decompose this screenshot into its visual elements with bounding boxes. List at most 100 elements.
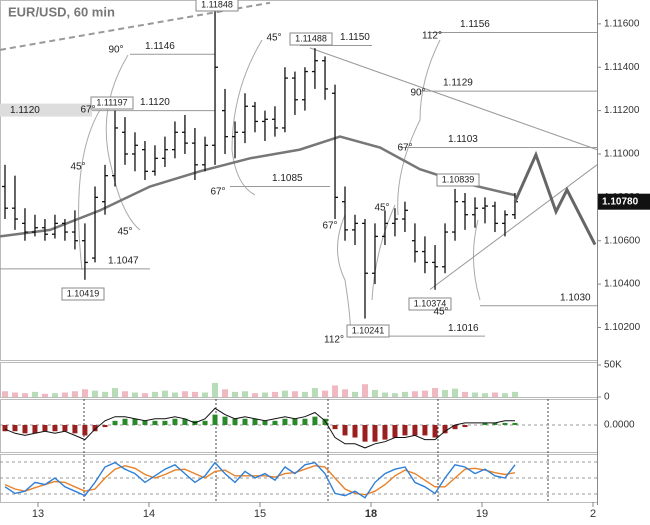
macd-bar <box>182 418 188 425</box>
level-label: 1.1150 <box>340 32 370 43</box>
macd-bar <box>302 418 308 425</box>
volume-bar <box>251 393 258 397</box>
volume-bar <box>121 391 128 397</box>
macd-bar <box>362 425 368 442</box>
macd-bar <box>82 425 88 436</box>
extreme-box <box>90 96 134 110</box>
trend-line <box>429 164 598 290</box>
volume-bar <box>232 391 239 397</box>
volume-bar <box>472 392 479 397</box>
volume-bar <box>301 391 308 397</box>
volume-bar <box>432 388 439 397</box>
volume-tick-label: 0 <box>604 392 610 403</box>
volume-bar <box>291 391 298 397</box>
angle-label: 45° <box>70 162 85 173</box>
volume-bar <box>311 388 318 397</box>
macd-bar <box>312 416 318 425</box>
macd-bar <box>292 418 298 425</box>
extreme-box <box>346 324 390 338</box>
macd-bar <box>372 425 378 442</box>
volume-bar <box>322 390 329 397</box>
macd-bar <box>482 422 488 425</box>
extreme-box <box>61 287 105 301</box>
angle-label: 67° <box>80 105 95 116</box>
volume-bar <box>141 393 148 397</box>
macd-bar <box>402 425 408 436</box>
volume-bar <box>381 392 388 397</box>
volume-bar <box>491 392 498 397</box>
macd-bar <box>132 418 138 425</box>
volume-bar <box>462 391 469 397</box>
macd-bar <box>202 420 208 425</box>
volume-bar <box>1 391 8 397</box>
volume-bar <box>21 393 28 397</box>
volume-bar <box>261 392 268 397</box>
y-tick-label: 1.11400 <box>604 62 640 73</box>
arc <box>371 204 396 301</box>
macd-bar <box>32 425 38 434</box>
macd-bar <box>432 425 438 438</box>
volume-bar <box>342 389 349 397</box>
level-label: 1.1030 <box>560 292 591 303</box>
angle-label: 112° <box>422 31 442 42</box>
y-tick-label: 1.11600 <box>604 18 640 29</box>
macd-bar <box>152 420 158 425</box>
volume-bar <box>361 384 368 397</box>
volume-bar <box>421 390 428 397</box>
left-label-box <box>0 103 92 117</box>
volume-bar <box>222 389 229 397</box>
level-label: 1.1120 <box>140 97 170 108</box>
extreme-box <box>408 297 452 311</box>
volume-bar <box>161 390 168 397</box>
macd-bar <box>502 422 508 425</box>
macd-bar <box>322 418 328 425</box>
angle-label: 67° <box>210 187 225 198</box>
angle-label: 45° <box>117 227 132 238</box>
volume-bar <box>171 392 178 397</box>
volume-bar <box>452 388 459 397</box>
volume-bar <box>191 391 198 397</box>
macd-line <box>4 407 515 449</box>
volume-bar <box>271 391 278 397</box>
trend-line <box>309 47 598 151</box>
volume-bar <box>511 391 518 397</box>
macd-bar <box>102 425 108 428</box>
extreme-box <box>289 32 333 46</box>
volume-bar <box>442 389 449 397</box>
y-tick-label: 1.11000 <box>604 149 640 160</box>
macd-bar <box>72 425 78 434</box>
arc <box>78 109 101 271</box>
volume-bar <box>112 388 119 397</box>
macd-bar <box>332 425 338 430</box>
macd-bar <box>22 425 28 434</box>
macd-bar <box>382 425 388 440</box>
angle-label: 67° <box>397 143 412 154</box>
macd-bar <box>92 425 98 432</box>
macd-bar <box>222 416 228 425</box>
level-label: 1.1146 <box>145 41 175 52</box>
volume-bar <box>332 385 339 397</box>
arc <box>231 39 263 196</box>
macd-bar <box>272 420 278 425</box>
macd-bar <box>12 425 18 432</box>
angle-label: 45° <box>433 307 448 318</box>
chart-title: EUR/USD, 60 min <box>8 4 115 19</box>
macd-bar <box>232 418 238 425</box>
volume-bar <box>181 391 188 397</box>
macd-bar <box>62 425 68 432</box>
macd-bar <box>262 420 268 425</box>
extreme-label: 1.10241 <box>352 325 385 335</box>
trend-line <box>0 1 271 51</box>
volume-bar <box>481 393 488 397</box>
volume-bar <box>92 390 99 397</box>
extreme-box <box>436 173 480 187</box>
moving-average <box>0 135 516 238</box>
current-price-box <box>598 193 650 210</box>
macd-bar <box>412 425 418 436</box>
volume-bar <box>241 391 248 397</box>
level-label: 1.1016 <box>448 323 479 334</box>
x-tick-label: 13 <box>32 508 44 520</box>
macd-bar <box>142 420 148 425</box>
extreme-label: 1.11488 <box>295 33 327 43</box>
